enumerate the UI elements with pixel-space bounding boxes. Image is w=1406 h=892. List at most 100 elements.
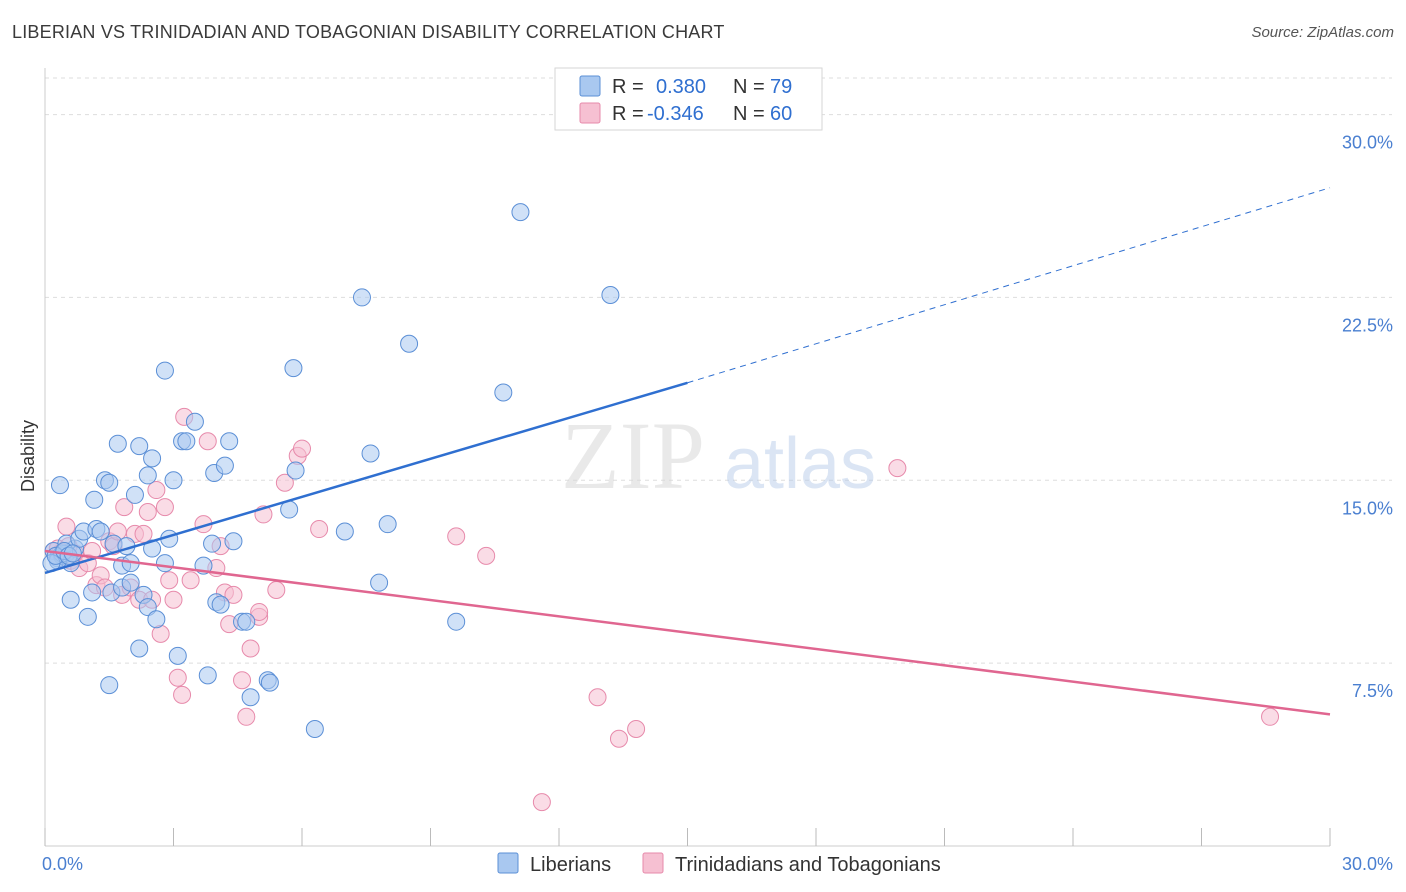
x-tick-label-0: 0.0%	[42, 854, 83, 874]
blue-point-10	[61, 590, 80, 609]
legend-r-value-2: -0.346	[647, 103, 704, 125]
blue-point-47	[198, 666, 217, 685]
axes: 7.5% 15.0% 22.5% 30.0% 0.0% 30.0%	[42, 68, 1393, 874]
bottom-legend-label-trinidadians: Trinidadians and Tobagonians	[675, 854, 941, 876]
blue-point-53	[220, 432, 239, 451]
pink-point-21	[138, 502, 157, 521]
blue-point-57	[241, 688, 260, 707]
pink-point-38	[224, 585, 243, 604]
blue-point-61	[284, 359, 303, 378]
pink-point-20	[134, 524, 153, 543]
pink-point-16	[115, 498, 134, 517]
legend-r-value-1: 0.380	[656, 76, 706, 98]
blue-point-17	[91, 522, 110, 541]
blue-point-69	[400, 334, 419, 353]
blue-point-42	[168, 646, 187, 665]
series-liberian-points	[42, 203, 620, 738]
blue-point-14	[83, 583, 102, 602]
pink-point-40	[237, 707, 256, 726]
blue-point-71	[494, 383, 513, 402]
blue-point-19	[100, 473, 119, 492]
blue-point-20	[100, 676, 119, 695]
bottom-legend-swatch-blue	[497, 852, 519, 874]
blue-point-41	[164, 471, 183, 490]
blue-point-48	[203, 534, 222, 553]
source-credit: Source: ZipAtlas.com	[1251, 24, 1394, 41]
pink-point-52	[532, 793, 551, 812]
blue-point-33	[138, 598, 157, 617]
top-legend: R = 0.380 N = 79 R = -0.346 N = 60	[554, 67, 823, 131]
pink-point-33	[198, 432, 217, 451]
pink-point-31	[181, 571, 200, 590]
blue-point-36	[143, 449, 162, 468]
pink-point-43	[250, 602, 269, 621]
pink-point-57	[1261, 707, 1280, 726]
pink-point-3	[57, 517, 76, 536]
pink-point-46	[275, 473, 294, 492]
pink-point-41	[241, 639, 260, 658]
blue-point-38	[155, 361, 174, 380]
watermark-atlas: atlas	[724, 424, 876, 504]
blue-point-72	[511, 203, 530, 222]
blue-point-34	[138, 466, 157, 485]
blue-point-39	[155, 554, 174, 573]
blue-point-59	[260, 673, 279, 692]
blue-point-64	[335, 522, 354, 541]
pink-point-23	[147, 481, 166, 500]
pink-point-29	[173, 685, 192, 704]
gridlines	[45, 77, 1392, 664]
legend-r-label-1: R =	[612, 76, 644, 98]
y-tick-label-0: 7.5%	[1352, 681, 1393, 701]
legend-n-value-1: 79	[770, 76, 792, 98]
blue-point-63	[305, 719, 324, 738]
blue-point-68	[378, 515, 397, 534]
y-tick-label-1: 15.0%	[1342, 498, 1393, 518]
pink-point-27	[164, 590, 183, 609]
blue-point-45	[185, 412, 204, 431]
y-axis-label: Disability	[18, 420, 38, 492]
legend-n-label-2: N =	[733, 103, 765, 125]
legend-n-value-2: 60	[770, 103, 792, 125]
y-tick-label-2: 22.5%	[1342, 315, 1393, 335]
x-tick-label-1: 30.0%	[1342, 854, 1393, 874]
trend-lines	[44, 187, 1331, 716]
legend-n-label-1: N =	[733, 76, 765, 98]
blue-point-73	[601, 285, 620, 304]
pink-point-45	[267, 581, 286, 599]
y-tick-label-3: 30.0%	[1342, 133, 1393, 153]
blue-point-15	[85, 490, 104, 509]
pink-point-26	[160, 571, 179, 590]
pink-point-51	[477, 546, 496, 565]
pink-point-56	[888, 459, 907, 478]
legend-swatch-blue	[579, 75, 601, 97]
blue-point-54	[224, 532, 243, 551]
legend-r-label-2: R =	[612, 103, 644, 125]
pink-point-25	[155, 498, 174, 517]
blue-point-37	[147, 610, 166, 629]
pink-point-28	[168, 668, 187, 687]
blue-point-44	[177, 432, 196, 451]
blue-point-30	[130, 437, 149, 456]
pink-point-50	[447, 527, 466, 546]
blue-point-56	[237, 612, 256, 631]
blue-point-62	[286, 461, 305, 480]
blue-point-52	[215, 456, 234, 475]
pink-point-53	[588, 688, 607, 707]
blue-point-29	[125, 485, 144, 504]
chart-title: LIBERIAN VS TRINIDADIAN AND TOBAGONIAN D…	[12, 22, 725, 42]
blue-point-31	[130, 639, 149, 658]
blue-point-8	[50, 476, 69, 495]
blue-point-67	[370, 573, 389, 592]
pink-point-55	[627, 719, 646, 738]
pink-point-48	[293, 439, 311, 458]
blue-point-27	[121, 573, 140, 592]
pink-point-39	[233, 671, 252, 690]
legend-swatch-pink	[579, 102, 601, 124]
liberian-trend-line	[44, 381, 688, 575]
bottom-legend-swatch-pink	[642, 852, 664, 874]
blue-point-13	[78, 607, 97, 626]
pink-point-49	[310, 520, 329, 539]
blue-point-23	[108, 434, 127, 453]
blue-point-70	[447, 612, 466, 631]
